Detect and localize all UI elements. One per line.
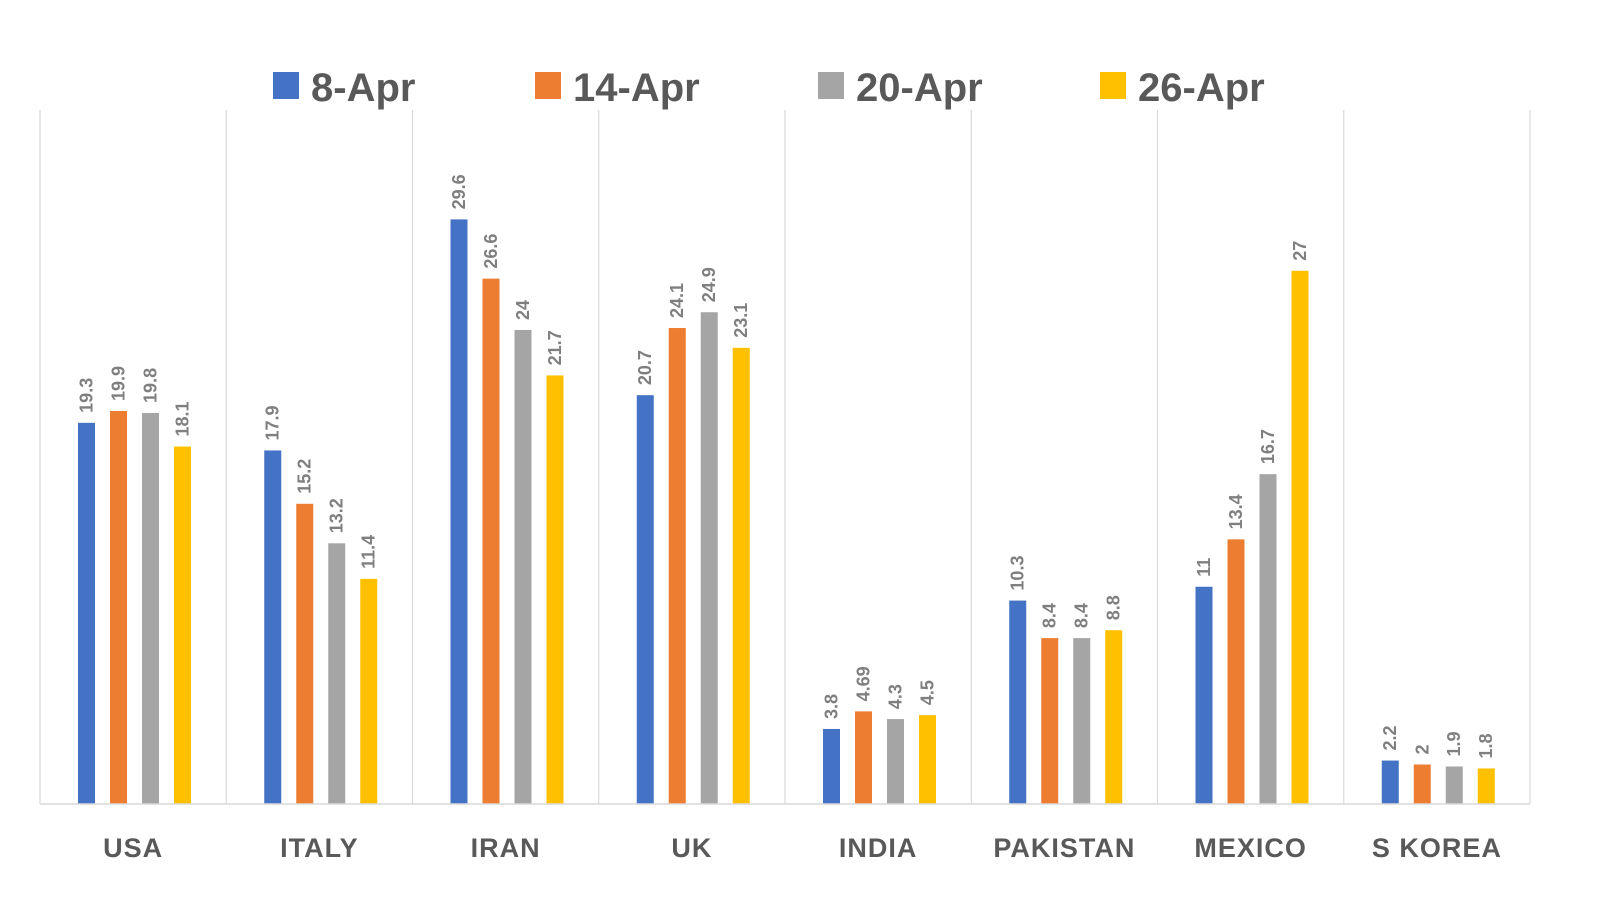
data-label: 24.1 [667,283,687,318]
data-label: 21.7 [545,330,565,365]
legend-label-8-Apr: 8-Apr [311,66,415,110]
bar-mexico-26-Apr [1291,270,1309,804]
bar-india-20-Apr [887,719,904,804]
data-label: 19.3 [77,378,97,413]
category-separators [39,110,1531,804]
data-label: 15.2 [295,459,315,494]
category-labels-group: USA ITALY IRAN UK INDIA PAKISTAN MEXICO S KOREA [103,833,1502,863]
bar-s-korea-8-Apr [1381,760,1399,804]
data-label: 2.2 [1380,726,1400,751]
data-label: 11 [1194,558,1214,577]
bar-usa-14-Apr [110,410,127,804]
category-label-italy: ITALY [280,833,359,863]
legend-swatch-20-Apr [818,72,844,99]
chart-legend: 8-Apr 14-Apr 20-Apr 26-Apr [273,66,1265,110]
data-label: 23.1 [731,303,751,338]
data-label: 1.8 [1476,733,1496,758]
data-label: 4.3 [886,684,906,709]
data-labels-group: 19.3 19.9 19.8 18.1 17.9 15.2 13.2 11.4 29.6 26.6… [77,174,1497,758]
category-label-pakistan: PAKISTAN [993,833,1135,863]
data-label: 10.3 [1008,556,1028,591]
legend-label-20-Apr: 20-Apr [856,66,983,110]
bar-mexico-14-Apr [1227,539,1245,804]
data-label: 17.9 [263,405,283,440]
bar-uk-14-Apr [668,328,686,804]
data-label: 24 [513,300,533,320]
bar-italy-20-Apr [328,543,346,804]
data-label: 11.4 [359,535,379,569]
bar-mexico-20-Apr [1259,474,1277,804]
bar-italy-26-Apr [360,578,378,804]
bar-italy-14-Apr [296,503,314,804]
legend-swatch-14-Apr [535,72,561,99]
bar-series-group [78,219,1495,804]
data-label: 19.9 [109,366,129,401]
bar-india-26-Apr [919,715,936,804]
bar-usa-26-Apr [174,446,191,804]
data-label: 1.9 [1444,731,1464,756]
category-label-usa: USA [103,833,163,863]
data-label: 8.4 [1040,603,1060,628]
data-label: 20.7 [635,350,655,385]
bar-uk-26-Apr [732,347,750,804]
bar-india-8-Apr [823,728,840,804]
bar-usa-8-Apr [78,422,95,804]
data-label: 13.2 [327,498,347,533]
bar-india-14-Apr [855,711,872,804]
data-label: 8.4 [1072,603,1092,628]
category-label-iran: IRAN [471,833,541,863]
bar-iran-8-Apr [450,219,468,804]
data-label: 24.9 [699,267,719,302]
bar-usa-20-Apr [142,412,159,804]
bar-uk-20-Apr [700,312,718,804]
data-label: 4.5 [918,680,938,705]
bar-s-korea-20-Apr [1445,766,1463,804]
bar-pakistan-8-Apr [1009,600,1027,804]
data-label: 4.69 [854,666,874,701]
bar-iran-20-Apr [514,330,532,804]
category-label-s-korea: S KOREA [1372,833,1502,863]
legend-swatch-26-Apr [1100,72,1126,99]
bar-pakistan-26-Apr [1105,630,1123,804]
bar-italy-8-Apr [264,450,282,804]
data-label: 29.6 [449,174,469,209]
legend-swatch-8-Apr [273,72,299,99]
bar-uk-8-Apr [636,395,654,804]
bar-s-korea-14-Apr [1413,764,1431,804]
legend-label-14-Apr: 14-Apr [573,66,700,110]
bar-iran-26-Apr [546,375,564,804]
bar-iran-14-Apr [482,278,500,804]
data-label: 18.1 [173,401,193,436]
bar-s-korea-26-Apr [1477,768,1495,804]
data-label: 26.6 [481,234,501,269]
data-label: 8.8 [1104,595,1124,620]
bar-pakistan-20-Apr [1073,638,1091,804]
legend-label-26-Apr: 26-Apr [1138,66,1265,110]
bar-mexico-8-Apr [1195,586,1213,804]
data-label: 16.7 [1258,429,1278,464]
data-label: 2 [1412,744,1432,754]
category-label-mexico: MEXICO [1194,833,1307,863]
data-label: 27 [1290,241,1310,261]
category-label-india: INDIA [839,833,918,863]
data-label: 13.4 [1226,494,1246,529]
data-label: 3.8 [822,694,842,719]
data-label: 19.8 [141,368,161,403]
category-label-uk: UK [671,833,712,863]
bar-pakistan-14-Apr [1041,638,1059,804]
